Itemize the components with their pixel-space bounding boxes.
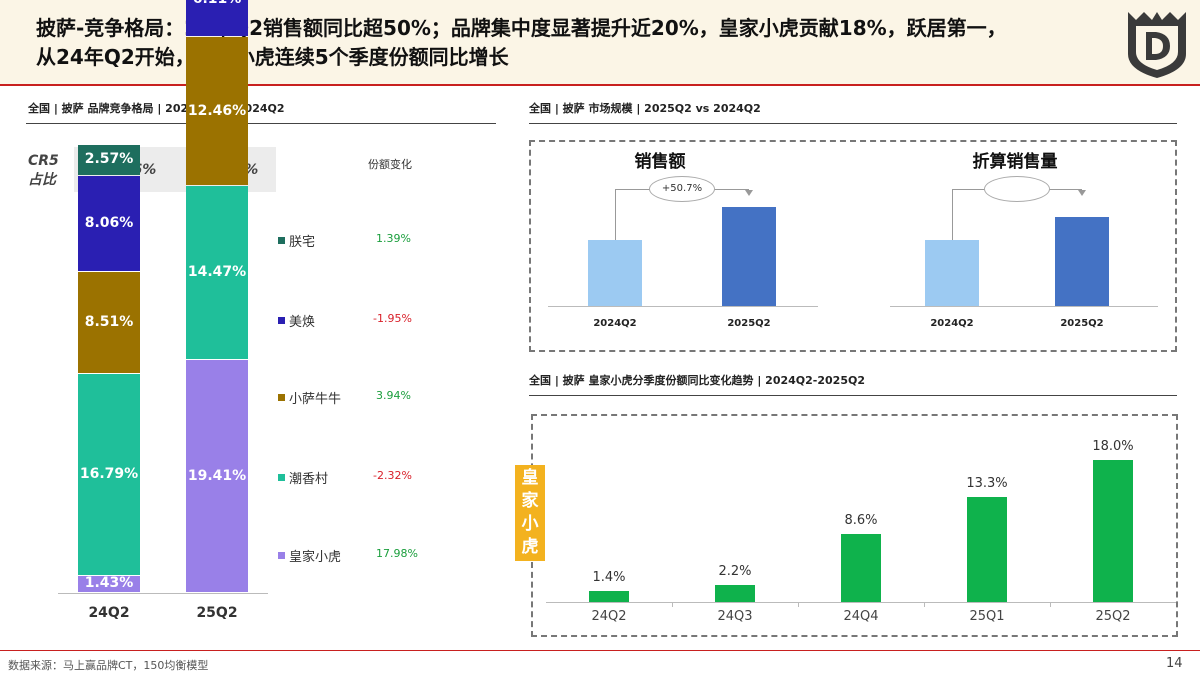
brand-tag-text: 皇家小虎	[521, 468, 539, 557]
legend-label-美焕: 美焕	[289, 315, 316, 330]
market-section-title: 全国 | 披萨 市场规模 | 2025Q2 vs 2024Q2	[529, 102, 761, 115]
stack-xlabel-24Q2: 24Q2	[88, 605, 130, 621]
legend-swatch-小萨牛牛	[278, 394, 285, 401]
stack-label-25Q2-潮香村: 14.47%	[187, 264, 247, 281]
legend-swatch-潮香村	[278, 474, 285, 481]
legend-label-小萨牛牛: 小萨牛牛	[289, 392, 342, 407]
trend-box	[531, 414, 1178, 637]
page-number: 14	[1166, 656, 1183, 671]
stack-segment-24Q2-潮香村	[78, 374, 140, 575]
stack-segment-25Q2-皇家小虎	[186, 360, 248, 592]
stack-xlabel-25Q2: 25Q2	[196, 605, 238, 621]
stack-label-25Q2-小萨牛牛: 12.46%	[187, 102, 247, 119]
stack-segment-25Q2-小萨牛牛	[186, 36, 248, 186]
cr5-label: CR5 占比	[28, 152, 59, 190]
stack-segment-24Q2-美焕	[78, 175, 140, 272]
stack-segment-24Q2-小萨牛牛	[78, 272, 140, 374]
title-line-2: 从24年Q2开始，皇家小虎连续5个季度份额同比增长	[36, 45, 509, 69]
stack-label-25Q2-皇家小虎: 19.41%	[187, 467, 247, 484]
stack-label-25Q2-美焕: 6.11%	[186, 0, 248, 7]
legend-label-皇家小虎: 皇家小虎	[289, 550, 342, 565]
legend-swatch-朕宅	[278, 237, 285, 244]
legend-swatch-皇家小虎	[278, 552, 285, 559]
share-change-皇家小虎: 17.98%	[376, 547, 418, 560]
trend-section-title: 全国 | 披萨 皇家小虎分季度份额同比变化趋势 | 2024Q2-2025Q2	[529, 374, 865, 387]
left-section-rule	[26, 123, 496, 124]
footer-rule	[0, 650, 1200, 651]
share-change-小萨牛牛: 3.94%	[376, 389, 411, 402]
stack-segment-25Q2-潮香村	[186, 186, 248, 360]
stack-label-24Q2-美焕: 8.06%	[84, 214, 134, 231]
brand-logo-icon	[1128, 12, 1186, 78]
share-change-朕宅: 1.39%	[376, 232, 411, 245]
trend-section-rule	[529, 395, 1177, 396]
legend-label-朕宅: 朕宅	[289, 235, 316, 250]
market-size-box	[529, 140, 1177, 352]
market-section-rule	[529, 123, 1177, 124]
stack-label-24Q2-朕宅: 2.57%	[84, 151, 134, 168]
stack-label-24Q2-潮香村: 16.79%	[79, 466, 139, 483]
stack-segment-25Q2-美焕	[186, 0, 248, 36]
brand-tag: 皇家小虎	[515, 465, 545, 561]
legend-label-潮香村: 潮香村	[289, 472, 329, 487]
cr5-label-line2: 占比	[28, 172, 56, 188]
share-change-header: 份额变化	[368, 158, 412, 171]
cr5-label-line1: CR5	[28, 153, 59, 169]
stacked-share-chart: 1.43% 16.79% 8.51% 8.06% 2.57% 24Q2 19.41% 14.4…	[0, 0, 520, 640]
stack-segment-24Q2-朕宅	[78, 144, 140, 175]
stack-label-24Q2-小萨牛牛: 8.51%	[84, 314, 134, 331]
stack-chart-baseline	[58, 593, 268, 594]
stack-label-24Q2-皇家小虎: 1.43%	[84, 575, 134, 592]
stack-segment-24Q2-皇家小虎	[78, 575, 140, 592]
data-source: 数据来源：马上赢品牌CT，150均衡模型	[8, 659, 209, 672]
legend-swatch-美焕	[278, 317, 285, 324]
share-change-潮香村: -2.32%	[373, 469, 412, 482]
share-change-美焕: -1.95%	[373, 312, 412, 325]
